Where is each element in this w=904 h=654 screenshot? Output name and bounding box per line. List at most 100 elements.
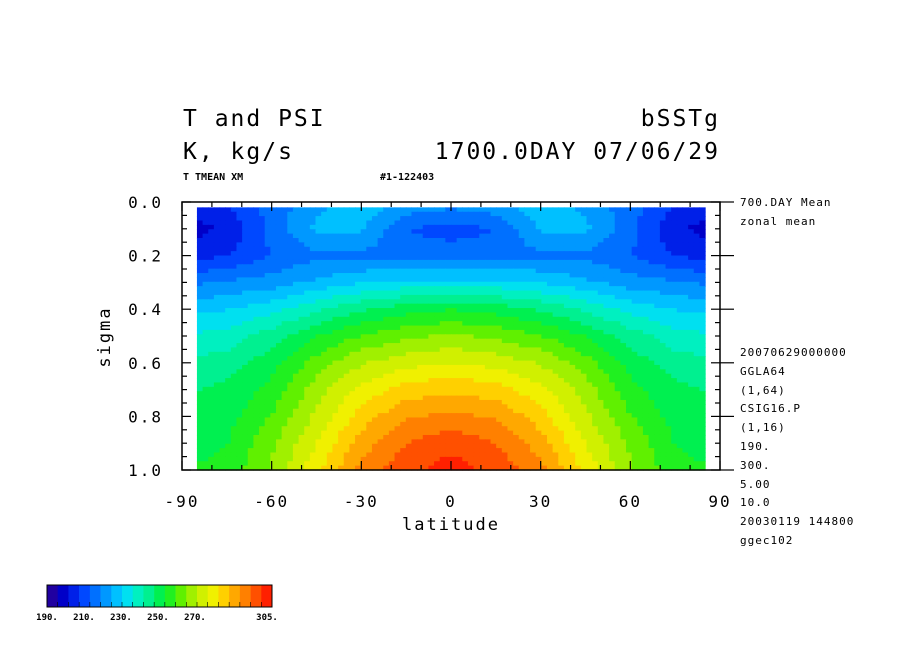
side-info-item: 300. [740, 458, 771, 472]
heatmap-cell [586, 413, 593, 419]
heatmap-cell [530, 325, 537, 331]
heatmap-cell [394, 334, 401, 340]
heatmap-cell [242, 356, 249, 362]
heatmap-cell [490, 294, 497, 300]
heatmap-cell [259, 430, 266, 436]
heatmap-cell [225, 294, 232, 300]
heatmap-cell [219, 386, 226, 392]
heatmap-cell [575, 233, 582, 239]
heatmap-cell [456, 229, 463, 235]
heatmap-cell [507, 364, 514, 370]
heatmap-cell [400, 224, 407, 230]
heatmap-cell [383, 378, 390, 384]
heatmap-cell [614, 251, 621, 257]
heatmap-cell [422, 290, 430, 296]
heatmap-cell [400, 347, 407, 353]
heatmap-cell [338, 273, 345, 278]
heatmap-cell [275, 303, 283, 309]
heatmap-cell [394, 242, 401, 248]
heatmap-cell [253, 378, 260, 384]
heatmap-cell [338, 233, 345, 239]
heatmap-cell [434, 312, 441, 318]
heatmap-cell [654, 220, 661, 226]
heatmap-cell [592, 369, 599, 375]
heatmap-cell [202, 242, 209, 248]
heatmap-cell [546, 443, 554, 449]
heatmap-cell [501, 413, 509, 419]
heatmap-cell [208, 439, 215, 445]
heatmap-cell [682, 251, 689, 257]
heatmap-cell [208, 404, 215, 410]
heatmap-cell [541, 238, 548, 243]
heatmap-cell [552, 430, 559, 436]
heatmap-cell [445, 373, 452, 379]
heatmap-cell [219, 399, 226, 405]
heatmap-cell [648, 391, 655, 397]
heatmap-cell [343, 264, 350, 270]
heatmap-cell [298, 439, 305, 445]
heatmap-cell [563, 329, 571, 335]
heatmap-cell [275, 224, 283, 230]
heatmap-cell [648, 268, 655, 274]
heatmap-cell [546, 421, 554, 427]
heatmap-cell [253, 321, 260, 327]
heatmap-cell [225, 391, 232, 397]
heatmap-cell [400, 439, 407, 445]
heatmap-cell [439, 233, 446, 239]
heatmap-cell [366, 391, 373, 397]
heatmap-cell [287, 364, 294, 370]
heatmap-cell [626, 312, 633, 318]
heatmap-cell [693, 325, 701, 331]
heatmap-cell [535, 356, 542, 362]
heatmap-cell [535, 443, 542, 449]
heatmap-cell [693, 413, 701, 419]
heatmap-cell [428, 316, 435, 322]
heatmap-cell [451, 316, 458, 322]
heatmap-cell [467, 316, 475, 322]
heatmap-cell [388, 308, 396, 314]
heatmap-cell [569, 211, 576, 217]
heatmap-cell [603, 413, 610, 419]
heatmap-cell [580, 338, 588, 344]
heatmap-cell [281, 216, 288, 222]
heatmap-cell [546, 347, 554, 353]
heatmap-cell [693, 308, 701, 314]
heatmap-cell [326, 439, 334, 445]
heatmap-cell [225, 281, 232, 287]
heatmap-cell [315, 321, 322, 327]
heatmap-cell [434, 264, 441, 270]
heatmap-cell [270, 351, 277, 357]
heatmap-cell [693, 443, 701, 449]
heatmap-cell [196, 299, 204, 305]
heatmap-cell [530, 434, 537, 440]
heatmap-cell [321, 404, 328, 410]
heatmap-cell [247, 347, 255, 353]
heatmap-cell [242, 417, 249, 423]
heatmap-cell [592, 443, 599, 449]
heatmap-cell [287, 329, 294, 335]
heatmap-cell [586, 246, 593, 252]
heatmap-cell [631, 408, 638, 414]
heatmap-cell [496, 338, 503, 344]
heatmap-cell [338, 238, 345, 243]
heatmap-cell [586, 369, 593, 375]
heatmap-cell [377, 399, 384, 405]
heatmap-cell [631, 316, 638, 322]
heatmap-cell [609, 238, 616, 243]
heatmap-cell [507, 238, 514, 243]
heatmap-cell [196, 351, 204, 357]
heatmap-cell [507, 211, 514, 217]
heatmap-cell [405, 220, 413, 226]
heatmap-cell [371, 430, 379, 436]
heatmap-cell [428, 430, 435, 436]
heatmap-cell [586, 417, 593, 423]
heatmap-cell [213, 439, 221, 445]
heatmap-cell [490, 251, 497, 257]
heatmap-cell [496, 308, 503, 314]
heatmap-cell [597, 434, 605, 440]
heatmap-cell [699, 321, 706, 327]
heatmap-cell [631, 229, 638, 235]
heatmap-cell [575, 369, 582, 375]
heatmap-cell [281, 255, 288, 261]
heatmap-cell [671, 281, 678, 287]
